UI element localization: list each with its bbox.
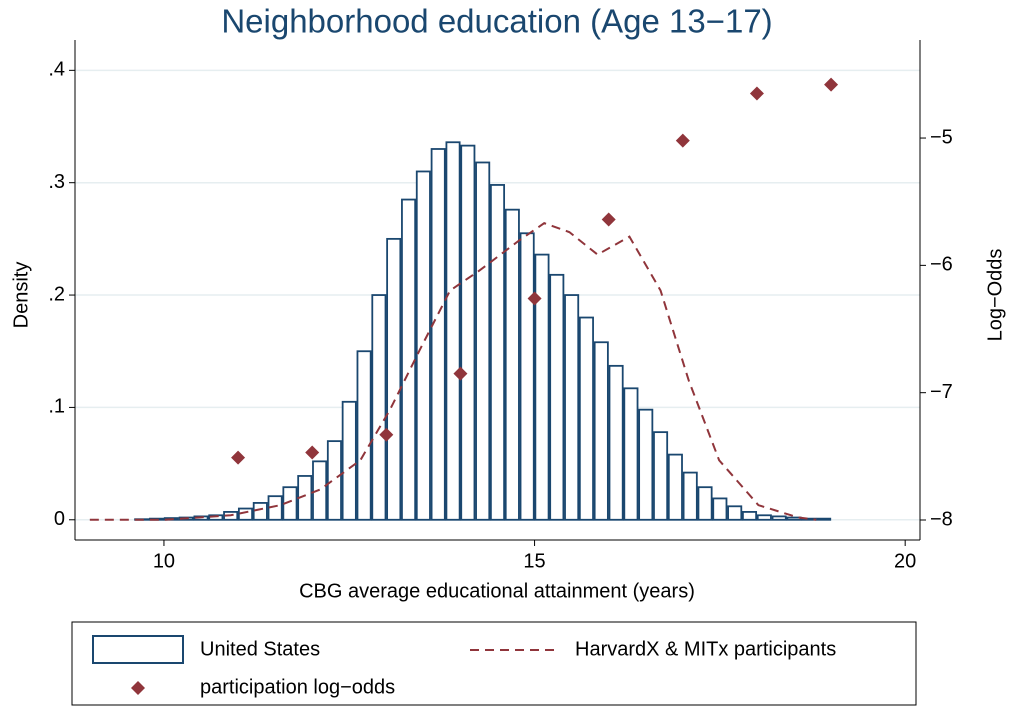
histogram-bar bbox=[771, 515, 787, 521]
legend-swatch bbox=[131, 681, 145, 695]
x-axis-label: CBG average educational attainment (year… bbox=[299, 580, 695, 602]
histogram-bar bbox=[653, 431, 669, 521]
histogram-bar bbox=[549, 273, 565, 521]
legend-box bbox=[71, 621, 917, 706]
x-tick-label: 10 bbox=[153, 550, 175, 572]
histogram-bar bbox=[386, 237, 402, 521]
x-tick-label: 20 bbox=[894, 550, 916, 572]
histogram-bar bbox=[564, 294, 580, 521]
scatter-point bbox=[601, 212, 616, 227]
scatter-point bbox=[527, 291, 542, 306]
y2-tick-label: −8 bbox=[930, 508, 953, 530]
scatter-point bbox=[453, 366, 468, 381]
histogram-bar bbox=[727, 505, 743, 521]
y-tick-label: .1 bbox=[48, 396, 65, 418]
y2-tick-label: −7 bbox=[930, 381, 953, 403]
histogram-bar bbox=[756, 514, 772, 521]
y-tick-label: .4 bbox=[48, 59, 65, 81]
histogram-bar bbox=[356, 350, 372, 521]
histogram-bar bbox=[608, 364, 624, 521]
y-tick-label: .2 bbox=[48, 283, 65, 305]
line-series bbox=[89, 222, 817, 521]
histogram-bar bbox=[326, 440, 342, 521]
x-tick-label: 15 bbox=[523, 550, 545, 572]
histogram-bar bbox=[697, 486, 713, 521]
histogram-bar bbox=[504, 208, 520, 521]
histogram-bar bbox=[445, 141, 461, 521]
histogram-bar bbox=[623, 387, 639, 521]
y2-tick-label: −6 bbox=[930, 254, 953, 276]
legend-label: participation log−odds bbox=[200, 676, 395, 698]
y2-axis-label: Log−Odds bbox=[984, 249, 1006, 342]
histogram-bar bbox=[593, 341, 609, 521]
scatter-point bbox=[749, 86, 764, 101]
y2-tick-label: −5 bbox=[930, 126, 953, 148]
histogram-bar bbox=[267, 495, 283, 521]
histogram-bar bbox=[460, 144, 476, 521]
scatter-point bbox=[824, 77, 839, 92]
histogram-bar bbox=[475, 161, 491, 521]
histogram-bar bbox=[519, 232, 535, 521]
histogram-bar bbox=[816, 517, 832, 521]
histogram-bar bbox=[682, 471, 698, 521]
histogram-bar bbox=[252, 502, 268, 521]
scatter-point bbox=[231, 450, 246, 465]
histogram-bar bbox=[401, 198, 417, 521]
scatter-point bbox=[305, 445, 320, 460]
chart-title: Neighborhood education (Age 13−17) bbox=[221, 3, 772, 40]
histogram-bar bbox=[430, 148, 446, 521]
histogram-bar bbox=[712, 497, 728, 521]
y-axis-label: Density bbox=[10, 262, 32, 329]
y-tick-label: .3 bbox=[48, 171, 65, 193]
legend-label: HarvardX & MITx participants bbox=[575, 638, 836, 660]
scatter-point bbox=[379, 427, 394, 442]
histogram-bar bbox=[415, 170, 431, 521]
scatter-point bbox=[675, 133, 690, 148]
histogram-bar bbox=[578, 316, 594, 521]
legend-label: United States bbox=[200, 638, 320, 660]
histogram-bar bbox=[638, 408, 654, 521]
y-tick-label: 0 bbox=[54, 508, 65, 530]
histogram-bar bbox=[371, 294, 387, 521]
histogram-bar bbox=[341, 400, 357, 521]
histogram-bar bbox=[489, 184, 506, 521]
histogram-bar bbox=[667, 453, 683, 521]
histogram-bar bbox=[534, 253, 550, 521]
legend-swatch bbox=[92, 635, 184, 664]
histogram-bar bbox=[742, 511, 758, 521]
histogram-bar bbox=[237, 507, 253, 521]
